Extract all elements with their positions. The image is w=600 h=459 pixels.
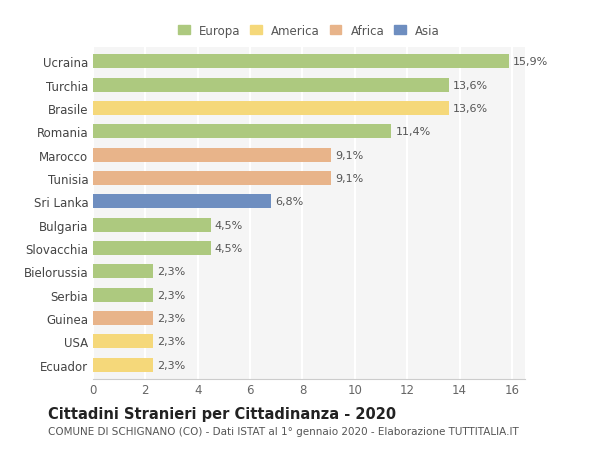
- Bar: [93, 288, 153, 302]
- Text: 4,5%: 4,5%: [215, 243, 243, 253]
- Bar: [93, 311, 153, 325]
- Bar: [93, 218, 211, 232]
- Text: 6,8%: 6,8%: [275, 197, 303, 207]
- Bar: [93, 102, 449, 116]
- Bar: [93, 78, 449, 92]
- Legend: Europa, America, Africa, Asia: Europa, America, Africa, Asia: [175, 21, 443, 41]
- Text: COMUNE DI SCHIGNANO (CO) - Dati ISTAT al 1° gennaio 2020 - Elaborazione TUTTITAL: COMUNE DI SCHIGNANO (CO) - Dati ISTAT al…: [48, 426, 519, 436]
- Text: 4,5%: 4,5%: [215, 220, 243, 230]
- Text: 15,9%: 15,9%: [513, 57, 548, 67]
- Text: 2,3%: 2,3%: [157, 336, 185, 347]
- Bar: [93, 335, 153, 348]
- Bar: [93, 55, 509, 69]
- Text: 9,1%: 9,1%: [335, 174, 364, 184]
- Text: 2,3%: 2,3%: [157, 360, 185, 369]
- Bar: [93, 358, 153, 372]
- Text: 2,3%: 2,3%: [157, 313, 185, 323]
- Bar: [93, 265, 153, 279]
- Text: 13,6%: 13,6%: [453, 80, 488, 90]
- Text: Cittadini Stranieri per Cittadinanza - 2020: Cittadini Stranieri per Cittadinanza - 2…: [48, 406, 396, 421]
- Bar: [93, 241, 211, 255]
- Bar: [93, 148, 331, 162]
- Text: 2,3%: 2,3%: [157, 290, 185, 300]
- Bar: [93, 172, 331, 185]
- Text: 13,6%: 13,6%: [453, 104, 488, 114]
- Text: 9,1%: 9,1%: [335, 150, 364, 160]
- Bar: [93, 125, 391, 139]
- Text: 2,3%: 2,3%: [157, 267, 185, 277]
- Bar: [93, 195, 271, 209]
- Text: 11,4%: 11,4%: [395, 127, 431, 137]
